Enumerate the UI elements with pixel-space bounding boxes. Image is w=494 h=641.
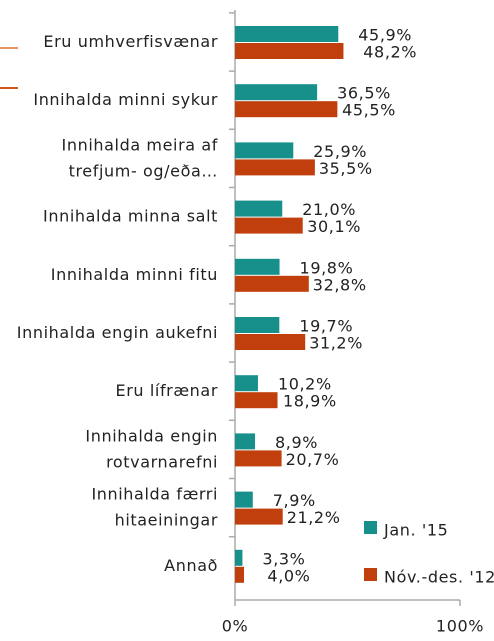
category-label: Innihalda minni sykur [33,90,218,109]
x-tick-label: 0% [222,617,249,636]
legend-swatch [364,521,377,534]
category-label: Innihalda meira af trefjum- og/eða… [62,135,218,180]
category-label: Innihalda minni fitu [51,264,218,283]
legend-label: Jan. '15 [383,521,448,540]
value-label: 20,7% [286,450,340,469]
bar [235,433,256,450]
bar [235,334,306,350]
bar [235,375,258,392]
value-label: 36,5% [337,84,391,103]
category-label: Innihalda engin rotvarnarefni [85,426,218,471]
x-tick-label: 100% [436,617,484,636]
bar [235,159,315,176]
value-label: 19,8% [300,258,354,277]
bar [235,200,283,217]
value-label: 4,0% [267,566,310,585]
bar [235,101,338,118]
legend-swatch [364,568,377,581]
bar [235,258,280,275]
bar [235,84,318,101]
bar [235,450,282,467]
bar [235,566,244,583]
category-label: Eru umhverfisvænar [43,32,218,51]
bar [235,142,294,159]
value-label: 19,7% [299,317,353,336]
value-label: 31,2% [309,334,363,353]
category-label: Eru lífrænar [116,381,218,400]
value-label: 45,5% [342,101,396,120]
value-label: 32,8% [313,275,367,294]
value-label: 21,0% [302,200,356,219]
category-label: Annað [164,555,218,574]
bar [235,549,243,566]
category-label: Innihalda minna salt [43,206,218,225]
value-label: 18,9% [283,392,337,411]
value-label: 48,2% [363,43,417,62]
value-label: 30,1% [307,217,361,236]
category-label: Innihalda engin aukefni [17,323,218,342]
category-label: Innihalda færri hitaeiningar [91,484,218,529]
bar [235,43,344,59]
bar [235,26,339,42]
bar [235,392,278,409]
value-label: 25,9% [313,142,367,161]
legend-label: Nóv.-des. '12 [384,568,494,587]
bar [235,491,253,508]
bar [235,217,303,234]
value-label: 10,2% [278,375,332,394]
value-label: 3,3% [262,549,305,568]
value-label: 8,9% [275,433,318,452]
value-label: 21,2% [287,508,341,527]
value-label: 7,9% [273,491,316,510]
value-label: 35,5% [319,159,373,178]
bar [235,317,280,333]
value-label: 45,9% [358,26,412,45]
bar [235,275,309,292]
bar [235,508,283,525]
